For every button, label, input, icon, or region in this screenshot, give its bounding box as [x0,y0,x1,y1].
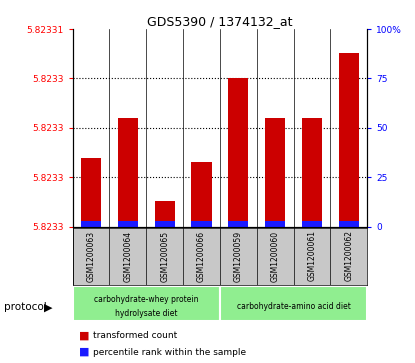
Text: GSM1200060: GSM1200060 [271,231,280,282]
Text: ■: ■ [79,331,89,341]
Text: GSM1200062: GSM1200062 [344,231,353,281]
Bar [228,221,249,227]
Bar [302,118,322,227]
Text: GSM1200064: GSM1200064 [123,231,132,282]
Title: GDS5390 / 1374132_at: GDS5390 / 1374132_at [147,15,293,28]
Text: GSM1200065: GSM1200065 [160,231,169,282]
Bar [265,118,286,227]
Bar [228,78,249,227]
Bar [339,53,359,227]
Text: GSM1200066: GSM1200066 [197,231,206,282]
Bar [191,221,212,227]
Text: GSM1200061: GSM1200061 [308,231,317,281]
Bar [118,118,138,227]
Text: transformed count: transformed count [93,331,178,340]
FancyBboxPatch shape [73,286,220,321]
Text: percentile rank within the sample: percentile rank within the sample [93,348,247,356]
Text: ▶: ▶ [44,303,52,313]
Bar [191,162,212,227]
Bar [81,221,101,227]
Bar [302,221,322,227]
Bar [265,221,286,227]
Bar [118,221,138,227]
Bar [154,221,175,227]
FancyBboxPatch shape [220,286,367,321]
Text: protocol: protocol [4,302,47,312]
Bar [339,221,359,227]
Text: hydrolysate diet: hydrolysate diet [115,309,178,318]
Text: carbohydrate-whey protein: carbohydrate-whey protein [94,295,198,304]
Bar [81,158,101,227]
Text: ■: ■ [79,347,89,357]
Bar [154,201,175,227]
Text: carbohydrate-amino acid diet: carbohydrate-amino acid diet [237,302,351,311]
Text: GSM1200063: GSM1200063 [87,231,95,282]
Text: GSM1200059: GSM1200059 [234,231,243,282]
